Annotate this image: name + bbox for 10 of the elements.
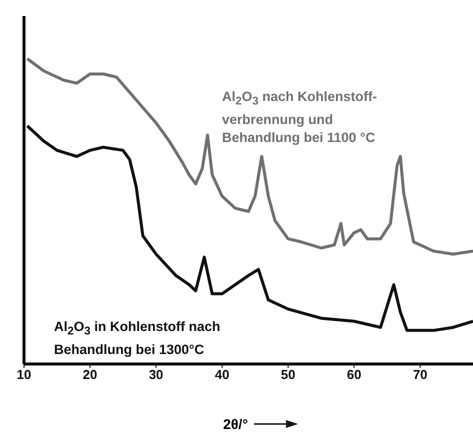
- x-tick-label: 40: [214, 367, 230, 382]
- x-tick-label: 30: [148, 367, 164, 382]
- x-tick-label: 10: [16, 367, 32, 382]
- x-tick-label: 70: [412, 367, 428, 382]
- x-tick-label: 50: [280, 367, 296, 382]
- x-tick-label: 20: [82, 367, 98, 382]
- x-tick-label: 60: [346, 367, 362, 382]
- series-label: Al$_{2}$O$_{3}$ in Kohlenstoff nach Behandlung bei 1300°C: [54, 318, 222, 359]
- x-axis-title: 2θ/°: [223, 416, 248, 432]
- series-label: Al$_{2}$O$_{3}$ nach Kohlenstoff-verbrennung und Behandlung bei 1100 °C: [222, 88, 378, 147]
